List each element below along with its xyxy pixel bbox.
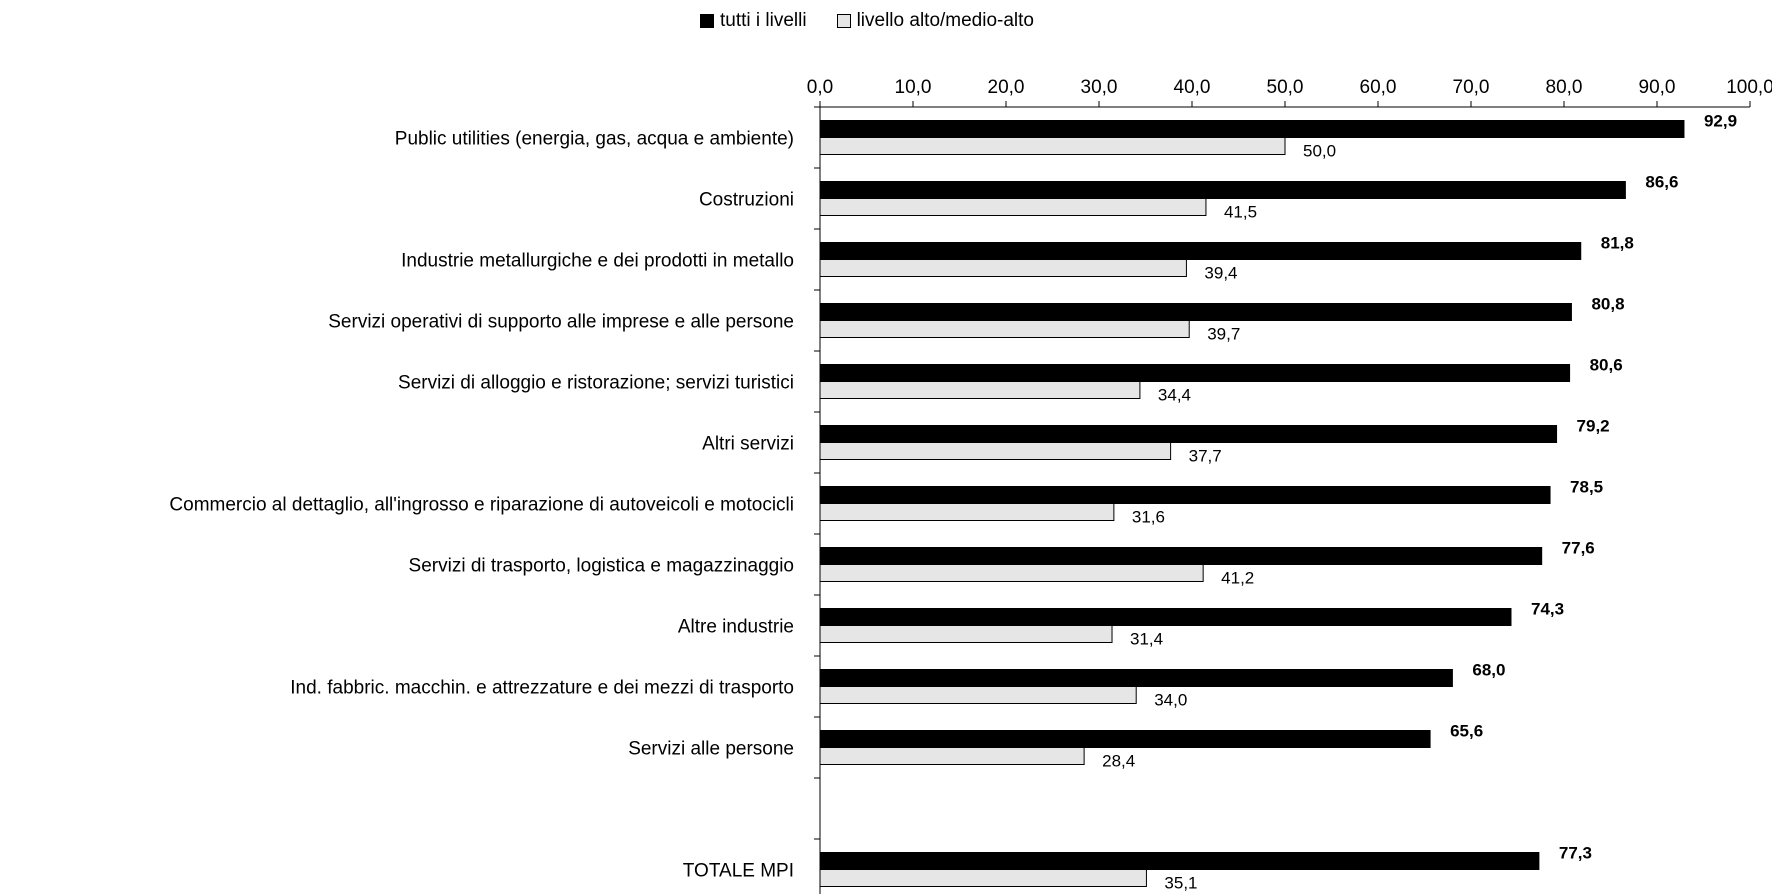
x-tick-label: 50,0 [1267,77,1304,98]
data-label-livello-alto: 39,7 [1207,325,1240,344]
data-label-tutti-i-livelli: 68,0 [1472,661,1505,680]
data-label-livello-alto: 50,0 [1303,142,1336,161]
x-tick-label: 60,0 [1360,77,1397,98]
category-label: Commercio al dettaglio, all'ingrosso e r… [169,495,794,516]
bar-tutti-i-livelli [819,120,1685,138]
bar-livello-alto [819,503,1115,521]
data-label-tutti-i-livelli: 86,6 [1645,173,1678,192]
bar-livello-alto [819,869,1147,887]
bar-tutti-i-livelli [819,547,1543,565]
bar-livello-alto [819,137,1286,155]
bar-livello-alto [819,320,1190,338]
bar-livello-alto [819,198,1207,216]
bar-livello-alto [819,381,1141,399]
data-label-livello-alto: 31,4 [1130,630,1163,649]
data-label-livello-alto: 35,1 [1164,874,1197,893]
bar-tutti-i-livelli [819,669,1453,687]
x-tick-label: 80,0 [1546,77,1583,98]
bar-tutti-i-livelli [819,425,1558,443]
data-label-tutti-i-livelli: 92,9 [1704,112,1737,131]
category-label: Altre industrie [678,617,794,638]
data-label-livello-alto: 34,4 [1158,386,1191,405]
category-label: Industrie metallurgiche e dei prodotti i… [401,251,794,272]
category-label: Public utilities (energia, gas, acqua e … [395,129,794,150]
legend-label-all-levels: tutti i livelli [720,10,807,31]
category-label: Servizi alle persone [628,739,794,760]
category-label: Costruzioni [699,190,794,211]
category-label: Ind. fabbric. macchin. e attrezzature e … [290,678,794,699]
data-label-livello-alto: 28,4 [1102,752,1135,771]
bar-tutti-i-livelli [819,486,1551,504]
bar-tutti-i-livelli [819,364,1571,382]
data-label-tutti-i-livelli: 81,8 [1601,234,1634,253]
data-label-tutti-i-livelli: 79,2 [1577,417,1610,436]
data-label-tutti-i-livelli: 74,3 [1531,600,1564,619]
x-tick-label: 10,0 [895,77,932,98]
x-tick-label: 100,0 [1726,77,1772,98]
data-label-livello-alto: 41,5 [1224,203,1257,222]
bar-livello-alto [819,625,1113,643]
category-label: TOTALE MPI [683,861,794,882]
bar-tutti-i-livelli [819,181,1626,199]
bar-tutti-i-livelli [819,852,1540,870]
legend-swatch-all-levels [700,14,714,28]
bar-livello-alto [819,747,1085,765]
data-label-tutti-i-livelli: 77,6 [1562,539,1595,558]
bar-livello-alto [819,442,1172,460]
legend-item-all-levels: tutti i livelli [700,10,807,32]
data-label-tutti-i-livelli: 65,6 [1450,722,1483,741]
x-tick-label: 70,0 [1453,77,1490,98]
data-label-livello-alto: 41,2 [1221,569,1254,588]
category-label: Servizi di alloggio e ristorazione; serv… [398,373,794,394]
legend-label-high-level: livello alto/medio-alto [856,10,1034,31]
bar-livello-alto [819,564,1204,582]
data-label-livello-alto: 39,4 [1204,264,1237,283]
bar-livello-alto [819,259,1187,277]
x-tick-label: 0,0 [807,77,833,98]
legend-swatch-high-level [836,14,851,28]
data-label-livello-alto: 37,7 [1189,447,1222,466]
data-label-livello-alto: 34,0 [1154,691,1187,710]
data-label-livello-alto: 31,6 [1132,508,1165,527]
data-label-tutti-i-livelli: 77,3 [1559,844,1592,863]
data-label-tutti-i-livelli: 78,5 [1570,478,1603,497]
category-label: Servizi operativi di supporto alle impre… [328,312,794,333]
data-label-tutti-i-livelli: 80,8 [1591,295,1624,314]
bar-tutti-i-livelli [819,242,1582,260]
bar-tutti-i-livelli [819,730,1431,748]
bar-tutti-i-livelli [819,303,1572,321]
category-label: Altri servizi [702,434,794,455]
data-label-tutti-i-livelli: 80,6 [1590,356,1623,375]
legend: tutti i livelli livello alto/medio-alto [700,10,1034,32]
legend-item-high-level: livello alto/medio-alto [836,10,1034,32]
x-tick-label: 20,0 [988,77,1025,98]
x-tick-label: 40,0 [1174,77,1211,98]
bar-tutti-i-livelli [819,608,1512,626]
category-label: Servizi di trasporto, logistica e magazz… [409,556,794,577]
bar-livello-alto [819,686,1137,704]
x-tick-label: 90,0 [1639,77,1676,98]
x-tick-label: 30,0 [1081,77,1118,98]
